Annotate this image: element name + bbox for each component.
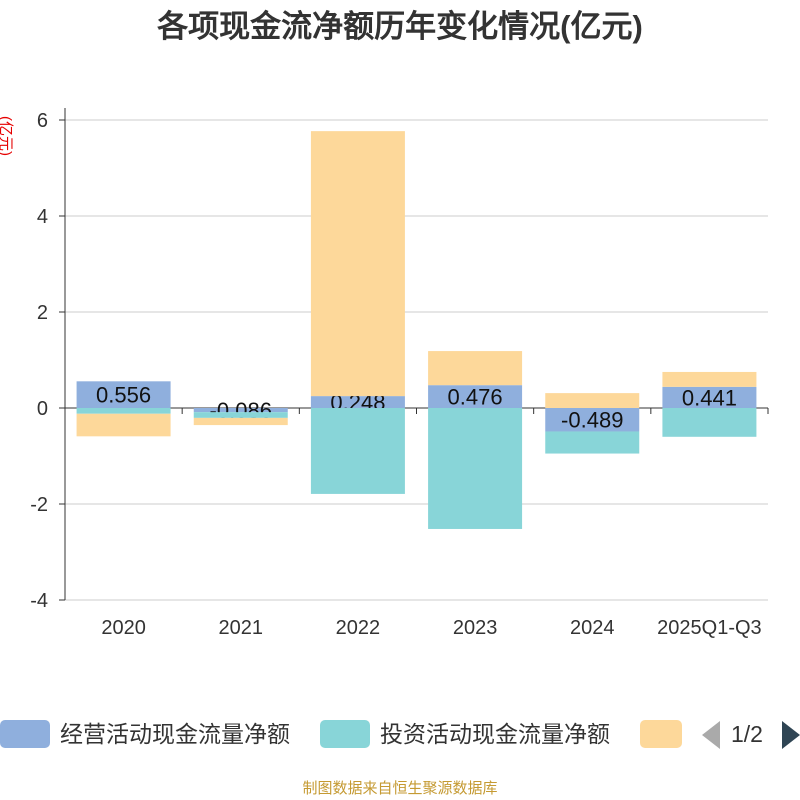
- bar-series3-2020[interactable]: [76, 413, 171, 437]
- bar-series3-2025Q1-Q3[interactable]: [662, 371, 757, 387]
- bar-series1-2023[interactable]: [428, 385, 523, 408]
- bar-series1-2021[interactable]: [193, 408, 288, 413]
- x-tick-label: 2021: [219, 617, 264, 639]
- x-tick-label: 2025Q1-Q3: [657, 617, 762, 639]
- bar-series1-2022[interactable]: [310, 396, 405, 408]
- x-tick-label: 2022: [336, 617, 381, 639]
- bar-series1-2020[interactable]: [76, 381, 171, 408]
- legend-page-indicator: 1/2: [731, 721, 763, 747]
- bar-series3-2022[interactable]: [310, 131, 405, 397]
- bar-series1-2025Q1-Q3[interactable]: [662, 386, 757, 408]
- bar-series2-2021[interactable]: [193, 412, 288, 418]
- y-tick-label: 4: [37, 206, 48, 228]
- bar-series3-2024[interactable]: [545, 393, 640, 408]
- x-tick-label: 2024: [570, 617, 615, 639]
- y-tick-label: 0: [37, 398, 48, 420]
- legend-label-investing[interactable]: 投资活动现金流量净额: [380, 721, 610, 747]
- legend: 经营活动现金流量净额 投资活动现金流量净额 1/2: [0, 718, 800, 752]
- arrow-left-icon[interactable]: [702, 721, 720, 749]
- data-source-footer: 制图数据来自恒生聚源数据库: [302, 780, 498, 797]
- bar-series3-2021[interactable]: [193, 417, 288, 426]
- data-label: 0.441: [682, 385, 737, 410]
- bar-series1-2024[interactable]: [545, 408, 640, 432]
- y-tick-label: -4: [30, 590, 48, 612]
- bar-series2-2023[interactable]: [428, 408, 523, 529]
- arrow-right-icon[interactable]: [782, 721, 800, 749]
- data-label: -0.489: [561, 408, 623, 433]
- bar-series2-2022[interactable]: [310, 408, 405, 494]
- bar-series2-2020[interactable]: [76, 408, 171, 414]
- data-label: 0.476: [448, 385, 503, 410]
- legend-label-operating[interactable]: 经营活动现金流量净额: [60, 721, 290, 747]
- bar-series2-2025Q1-Q3[interactable]: [662, 408, 757, 437]
- y-tick-label: -2: [30, 494, 48, 516]
- data-label: 0.556: [96, 383, 151, 408]
- legend-swatch-operating[interactable]: [0, 720, 50, 748]
- x-tick-label: 2020: [101, 617, 146, 639]
- y-tick-label: 2: [37, 302, 48, 324]
- legend-swatch-series-3[interactable]: [640, 720, 682, 748]
- x-tick-label: 2023: [453, 617, 498, 639]
- legend-swatch-investing[interactable]: [320, 720, 370, 748]
- y-tick-label: 6: [37, 110, 48, 132]
- y-axis-unit-label: (亿元): [0, 116, 14, 156]
- bar-series3-2023[interactable]: [428, 351, 523, 386]
- chart-title: 各项现金流净额历年变化情况(亿元): [157, 9, 643, 44]
- bar-series2-2024[interactable]: [545, 431, 640, 454]
